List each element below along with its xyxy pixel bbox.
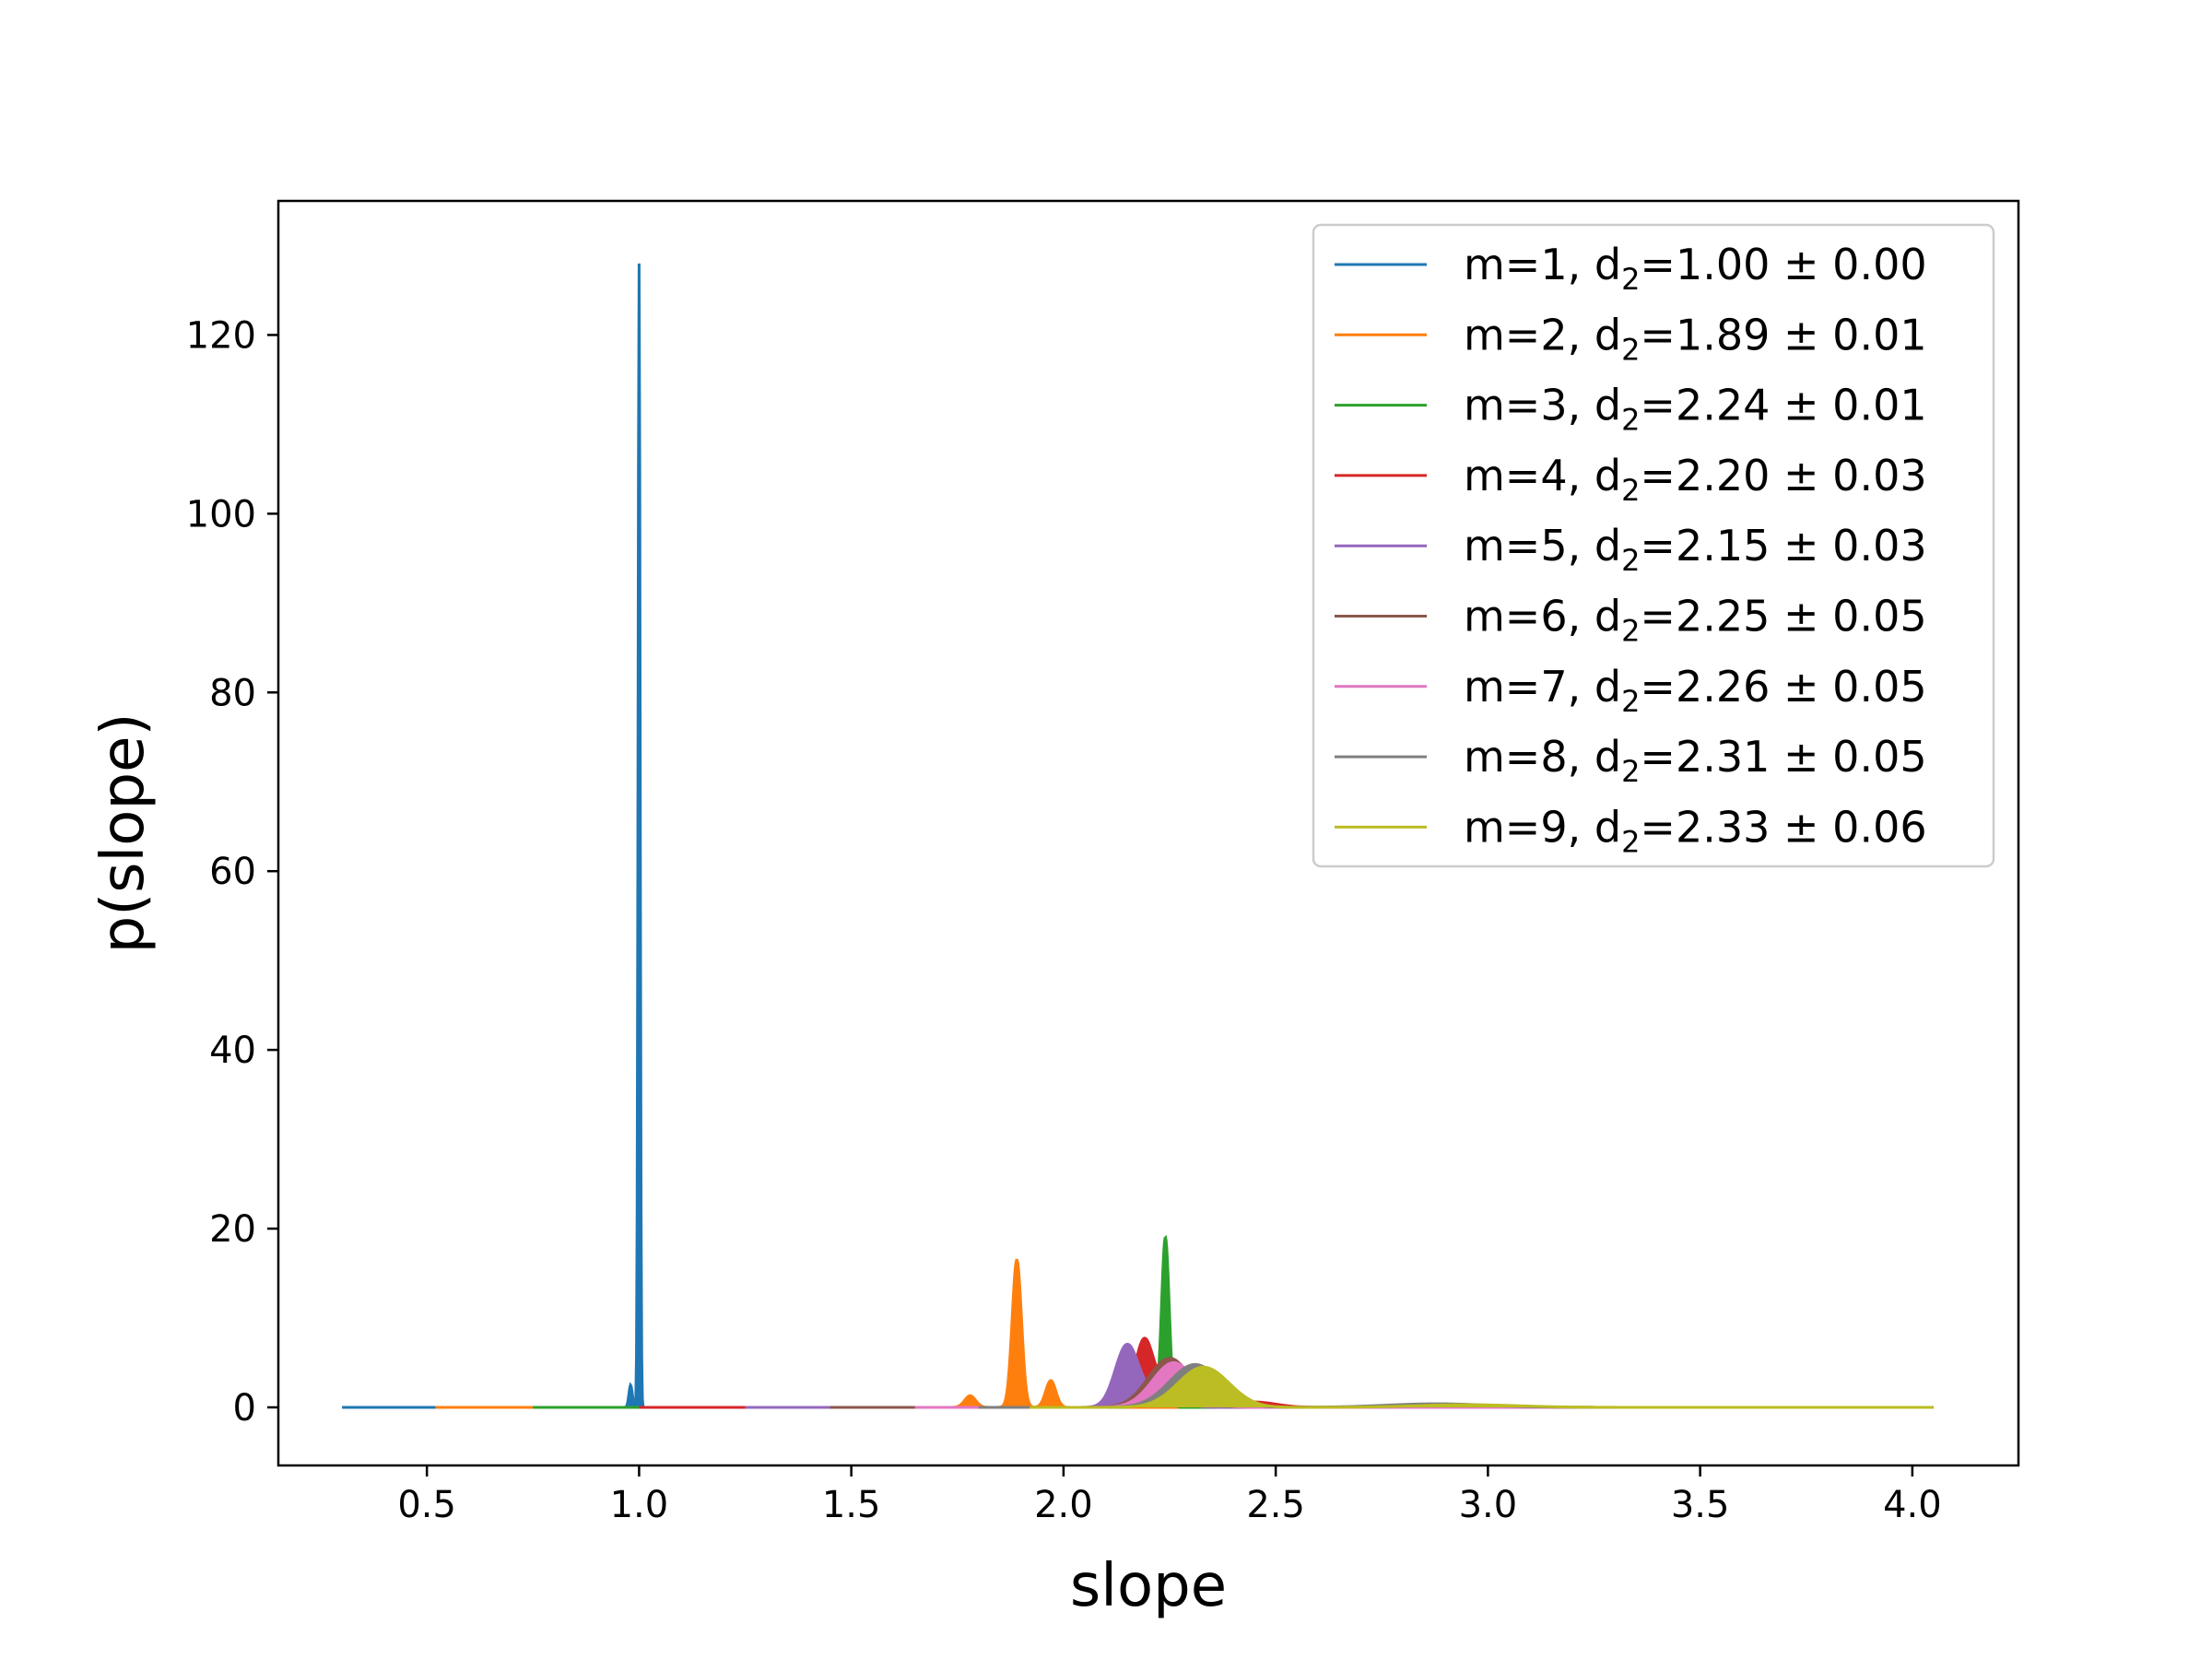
plot-frame (276, 199, 2020, 1467)
x-tick-label-3: 2.0 (1034, 1484, 1093, 1526)
legend-label-m4: m=4, d2=2.20 ± 0.03 (1464, 451, 1927, 508)
series-m9-line (1030, 1365, 1934, 1409)
y-tick-label-5: 100 (186, 493, 256, 535)
legend-box (1312, 223, 1995, 868)
legend-entries: m=1, d2=1.00 ± 0.00 m=2, d2=1.89 ± 0.01 m=… (1335, 240, 1927, 859)
series-m9-area (1030, 1367, 1934, 1407)
x-axis-ticks: 0.5 1.0 1.5 2.0 2.5 3.0 3.5 4.0 (397, 1465, 1942, 1526)
legend-label-m1: m=1, d2=1.00 ± 0.00 (1464, 240, 1927, 297)
legend-label-m3: m=3, d2=2.24 ± 0.01 (1464, 381, 1927, 438)
legend-label-m7: m=7, d2=2.26 ± 0.05 (1464, 662, 1927, 719)
y-tick-label-1: 20 (209, 1208, 256, 1251)
x-tick-label-6: 3.5 (1671, 1484, 1730, 1526)
series-layer (342, 263, 1934, 1409)
series-m9 (1030, 1365, 1934, 1409)
y-tick-label-6: 120 (186, 314, 256, 357)
x-tick-label-4: 2.5 (1246, 1484, 1305, 1526)
y-tick-label-3: 60 (209, 851, 256, 893)
y-tick-label-2: 40 (209, 1030, 256, 1072)
legend-label-m8: m=8, d2=2.31 ± 0.05 (1464, 732, 1927, 789)
legend-label-m6: m=6, d2=2.25 ± 0.05 (1464, 592, 1927, 649)
x-tick-label-1: 1.0 (610, 1484, 669, 1526)
y-axis-title: p(slope) (89, 713, 158, 954)
y-tick-label-4: 80 (209, 672, 256, 714)
x-tick-label-0: 0.5 (397, 1484, 456, 1526)
x-axis-title: slope (1070, 1552, 1227, 1620)
legend-label-m2: m=2, d2=1.89 ± 0.01 (1464, 310, 1927, 367)
legend-label-m5: m=5, d2=2.15 ± 0.03 (1464, 521, 1927, 578)
legend: m=1, d2=1.00 ± 0.00 m=2, d2=1.89 ± 0.01 m=… (1312, 223, 1995, 868)
y-tick-label-0: 0 (233, 1387, 256, 1430)
x-tick-label-2: 1.5 (822, 1484, 881, 1526)
x-tick-label-5: 3.0 (1459, 1484, 1518, 1526)
x-tick-label-7: 4.0 (1883, 1484, 1942, 1526)
y-axis-ticks: 0 20 40 60 80 100 120 (186, 314, 278, 1430)
legend-label-m9: m=9, d2=2.33 ± 0.06 (1464, 802, 1927, 859)
